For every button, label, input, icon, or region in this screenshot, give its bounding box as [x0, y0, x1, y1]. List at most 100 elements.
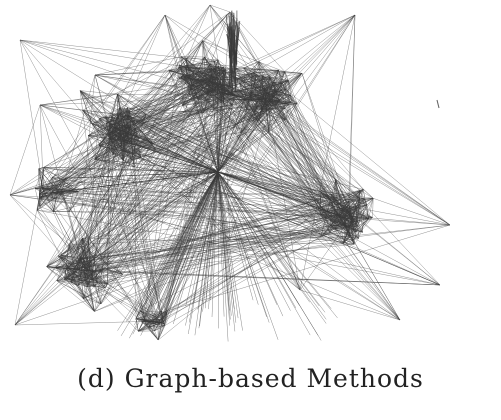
graph-edge	[39, 206, 54, 212]
graph-edge	[182, 105, 219, 173]
graph-edge	[80, 238, 83, 260]
graph-edge	[87, 109, 267, 285]
graph-edge	[217, 171, 297, 309]
graph-edge	[154, 320, 161, 331]
graph-edge	[58, 255, 102, 305]
graph-edge	[65, 171, 219, 179]
graph-edge	[46, 266, 65, 280]
graph-edge	[229, 236, 350, 241]
graph-edge	[250, 95, 264, 97]
graph-edge	[229, 11, 347, 208]
graph-edge	[217, 73, 303, 173]
graph-edge	[334, 190, 361, 214]
graph-edge	[217, 171, 344, 207]
graph-edge	[36, 191, 44, 211]
graph-edge	[217, 69, 227, 173]
graph-edge	[70, 281, 95, 312]
graph-edge	[38, 168, 40, 199]
graph-edge	[43, 166, 219, 173]
graph-edge	[216, 77, 451, 226]
graph-edge	[263, 104, 286, 120]
graph-edge	[217, 171, 231, 326]
graph-edge	[436, 99, 440, 109]
graph-edge	[217, 171, 365, 199]
graph-edge	[290, 95, 350, 213]
graph-edge	[94, 74, 224, 104]
graph-edge	[264, 88, 401, 321]
graph-edge	[94, 56, 182, 76]
graph-edge	[42, 171, 219, 189]
graph-edge	[185, 171, 219, 307]
graph-edge	[93, 270, 102, 287]
graph-edge	[90, 212, 350, 267]
graph-edge	[181, 56, 205, 77]
graph-edge	[66, 224, 451, 269]
graph-edge	[122, 149, 441, 286]
graph-edge	[39, 184, 58, 198]
graph-edge	[148, 325, 165, 328]
graph-edge	[231, 18, 238, 58]
graph-edge	[129, 141, 219, 173]
graph-edges	[9, 4, 451, 342]
graph-edge	[39, 115, 130, 199]
graph-edge	[70, 281, 88, 288]
graph-edge	[217, 109, 267, 173]
graph-edge	[53, 193, 62, 212]
graph-edge	[159, 319, 164, 323]
graph-edge	[94, 70, 195, 76]
graph-edge	[210, 60, 215, 65]
graph-edge	[164, 14, 182, 78]
graph-edge	[164, 14, 219, 61]
graph-edge	[14, 70, 195, 326]
graph-edge	[204, 56, 222, 84]
graph-edge	[46, 266, 84, 299]
graph-edge	[357, 217, 373, 227]
graph-edge	[43, 67, 212, 168]
graph-edge	[217, 171, 243, 331]
graph-edge	[51, 74, 257, 178]
graph-edge	[9, 104, 41, 196]
graph-edge	[161, 14, 356, 312]
graph-edge	[9, 80, 210, 196]
graph-edge	[55, 267, 88, 288]
graph-edge	[68, 14, 356, 246]
graph-edge	[217, 90, 230, 173]
graph-edge	[55, 267, 95, 312]
graph-edge	[139, 171, 219, 310]
graph-edge	[372, 198, 374, 218]
graph-edge	[217, 171, 239, 319]
graph-edge	[38, 168, 219, 173]
graph-edge	[228, 28, 232, 68]
graph-edge	[14, 93, 278, 326]
graph-edge	[39, 104, 159, 323]
graph-edge	[122, 104, 233, 275]
graph-edge	[172, 171, 219, 325]
graph-edge	[59, 171, 219, 185]
graph-edge	[217, 14, 356, 173]
graph-edge	[84, 270, 102, 281]
graph-edge	[255, 69, 303, 74]
graph-edge	[92, 190, 361, 272]
graph-edge	[237, 78, 278, 95]
graph-edge	[79, 90, 107, 124]
graph-edge	[273, 70, 279, 83]
graph-edge	[144, 171, 219, 323]
graph-edge	[217, 171, 229, 342]
graph-edge	[100, 171, 219, 305]
graph-edge	[9, 157, 142, 196]
graph-edge	[251, 69, 279, 74]
graph-edge	[39, 198, 54, 212]
graph-edge	[14, 204, 368, 326]
graph-edge	[223, 93, 231, 241]
graph-edge	[229, 226, 358, 241]
graph-edge	[9, 177, 67, 196]
graph-edge	[43, 166, 79, 192]
graph-edge	[39, 206, 95, 287]
graph-edge	[161, 311, 165, 324]
graph-edge	[14, 320, 154, 326]
graph-edge	[94, 159, 219, 173]
graph-edge	[39, 73, 252, 106]
graph-edge	[92, 171, 219, 272]
graph-edge	[70, 281, 106, 289]
graph-edge	[237, 69, 256, 79]
